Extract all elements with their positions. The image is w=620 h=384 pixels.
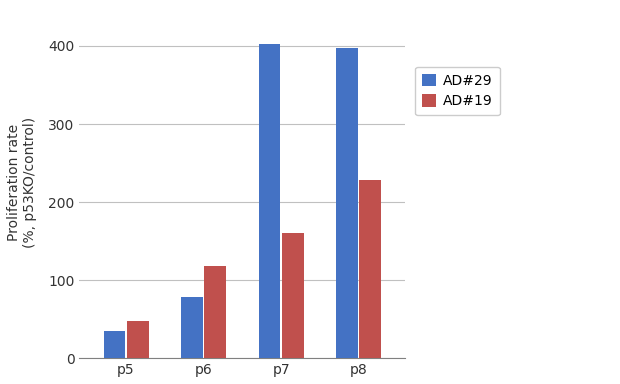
- Bar: [259, 44, 280, 358]
- Bar: [127, 321, 149, 358]
- Bar: [181, 297, 203, 358]
- Y-axis label: Proliferation rate
(%, p53KO/control): Proliferation rate (%, p53KO/control): [7, 117, 37, 248]
- Bar: [104, 331, 125, 358]
- Bar: [336, 48, 358, 358]
- Legend: AD#29, AD#19: AD#29, AD#19: [415, 66, 500, 116]
- Bar: [360, 180, 381, 358]
- Bar: [282, 233, 304, 358]
- Bar: [205, 266, 226, 358]
